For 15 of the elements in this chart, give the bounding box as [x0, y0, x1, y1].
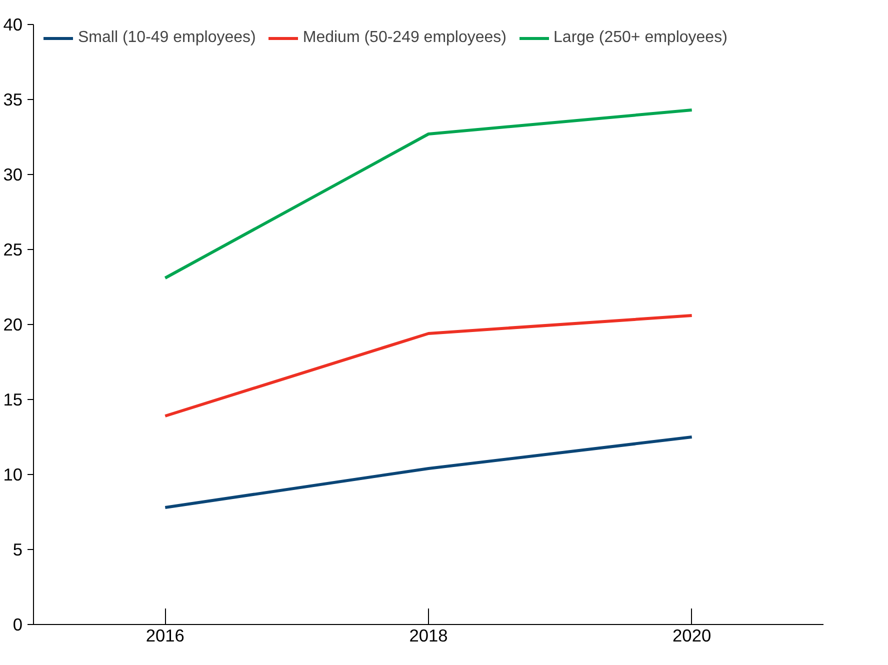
- legend-label: Small (10-49 employees): [78, 29, 256, 47]
- legend-label: Medium (50-249 employees): [302, 29, 507, 47]
- y-tick-label: 25: [3, 240, 23, 260]
- x-tick-label: 2016: [146, 626, 184, 646]
- y-tick-label: 15: [3, 390, 23, 410]
- y-tick-label: 5: [12, 540, 23, 560]
- x-tick-label: 2020: [672, 626, 712, 646]
- y-tick-label: 40: [3, 14, 23, 34]
- y-tick-label: 10: [3, 464, 23, 484]
- legend-label: Large (250+ employees): [554, 29, 728, 47]
- y-tick-label: 30: [3, 164, 23, 184]
- y-tick-label: 35: [3, 90, 23, 110]
- x-tick-label: 2018: [409, 626, 448, 646]
- y-tick-label: 20: [3, 314, 23, 334]
- y-tick-label: 0: [12, 614, 23, 634]
